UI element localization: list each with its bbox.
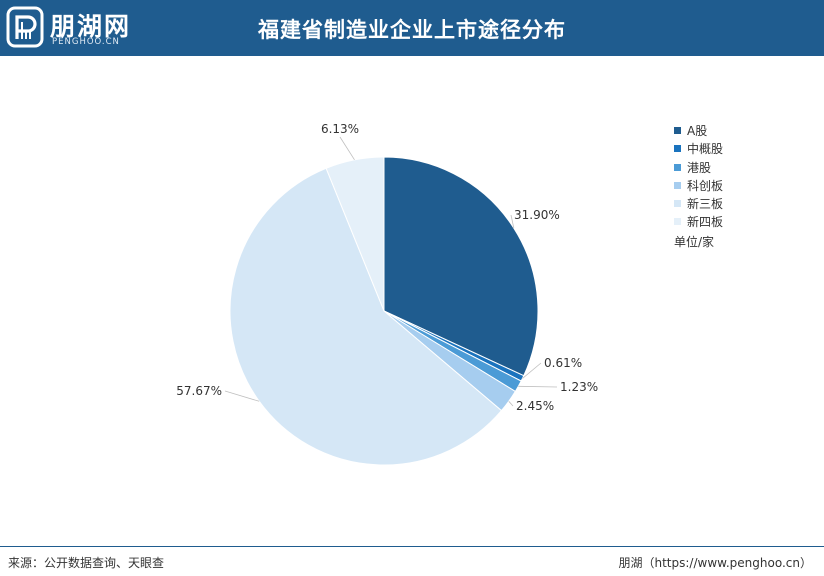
leader-line [510, 214, 515, 229]
data-label: 6.13% [321, 122, 359, 136]
legend-swatch [674, 163, 681, 171]
brand-text: 朋湖（https://www.penghoo.cn） [618, 556, 813, 570]
logo-subtext: PENGHOO.CN [52, 37, 120, 47]
legend-label: 科创板 [687, 178, 724, 193]
legend-label: A股 [687, 124, 708, 138]
leader-line [508, 401, 514, 407]
legend-swatch [674, 218, 681, 226]
pie-slices [229, 156, 539, 466]
chart-title: 福建省制造业企业上市途径分布 [258, 18, 566, 42]
data-label: 31.90% [514, 208, 560, 222]
legend-swatch [674, 181, 681, 189]
legend-swatch [674, 145, 681, 153]
data-label: 57.67% [176, 384, 222, 398]
legend-item: A股 [674, 122, 723, 140]
legend-item: 科创板 [674, 177, 723, 195]
footer-divider [0, 546, 824, 547]
data-label: 2.45% [516, 399, 554, 413]
legend-label: 中概股 [687, 142, 724, 157]
leader-line [518, 385, 558, 388]
legend-label: 新三板 [687, 197, 724, 212]
legend-swatch [674, 200, 681, 208]
legend-label: 港股 [687, 160, 712, 175]
logo[interactable]: 朋湖网 PENGHOO.CN [6, 6, 136, 50]
leader-line [224, 390, 260, 402]
legend-item: 新四板 [674, 213, 723, 231]
logo-icon [6, 6, 44, 48]
legend-item: 新三板 [674, 195, 723, 213]
source-text: 来源：公开数据查询、天眼查 [8, 556, 165, 570]
data-label: 1.23% [560, 380, 598, 394]
data-label: 0.61% [544, 356, 582, 370]
header-bar: 朋湖网 PENGHOO.CN 福建省制造业企业上市途径分布 [0, 0, 824, 56]
legend-label: 新四板 [687, 215, 724, 230]
pie-slice [229, 167, 503, 466]
legend-swatch [674, 127, 681, 134]
legend-item: 港股 [674, 159, 723, 177]
data-labels: 31.90% 0.61% 1.23% 2.45% 57.67% 6.13% [176, 122, 598, 413]
pie-slice [325, 156, 385, 312]
leader-line [339, 136, 355, 161]
leader-lines [224, 136, 558, 407]
legend-items: A股中概股港股科创板新三板新四板 [674, 122, 723, 232]
logo-text: 朋湖网 [50, 12, 132, 41]
legend-unit: 单位/家 [674, 234, 715, 249]
legend-item: 中概股 [674, 140, 723, 158]
pie-chart: 31.90% 0.61% 1.23% 2.45% 57.67% 6.13% [176, 122, 598, 466]
leader-line [522, 362, 542, 379]
legend: A股中概股港股科创板新三板新四板 单位/家 [674, 122, 723, 250]
